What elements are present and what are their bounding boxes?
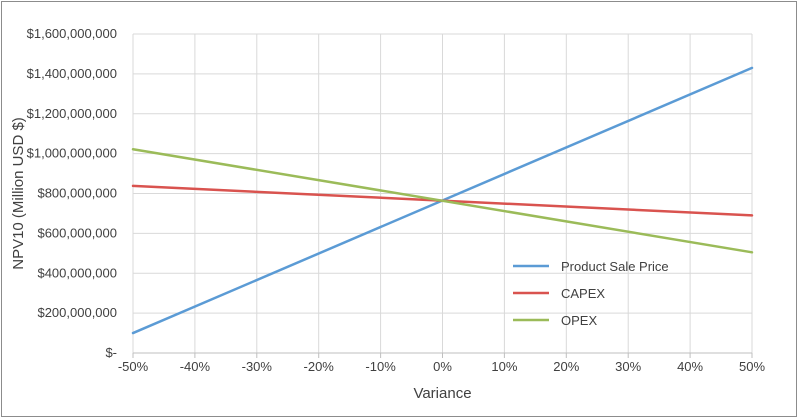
y-tick-label: $400,000,000: [37, 265, 117, 280]
y-tick-label: $1,600,000,000: [27, 26, 117, 41]
x-tick-label: 40%: [677, 359, 703, 374]
y-tick-label: $1,200,000,000: [27, 106, 117, 121]
x-tick-label: -20%: [304, 359, 335, 374]
y-axis-title: NPV10 (Million USD $): [10, 117, 27, 270]
y-tick-label: $1,000,000,000: [27, 146, 117, 161]
legend-label: CAPEX: [561, 286, 605, 301]
y-tick-label: $600,000,000: [37, 225, 117, 240]
x-tick-label: 50%: [739, 359, 765, 374]
series-line-opex: [131, 147, 754, 254]
y-tick-label: $200,000,000: [37, 305, 117, 320]
x-tick-label: 20%: [553, 359, 579, 374]
x-tick-label: 30%: [615, 359, 641, 374]
y-tick-label: $800,000,000: [37, 186, 117, 201]
legend: Product Sale Price CAPEX OPEX: [513, 259, 669, 328]
y-tick-label: $-: [105, 345, 117, 360]
x-tick-label: 10%: [491, 359, 517, 374]
series-lines: [131, 66, 754, 335]
gridlines: [132, 33, 753, 353]
x-tick-label: -40%: [180, 359, 211, 374]
y-tick-label: $1,400,000,000: [27, 66, 117, 81]
legend-label: OPEX: [561, 313, 597, 328]
x-tick-label: -10%: [365, 359, 396, 374]
x-tick-label: -30%: [242, 359, 273, 374]
tick-labels: $- $200,000,000 $400,000,000 $600,000,000 $8…: [27, 26, 766, 374]
legend-label: Product Sale Price: [561, 259, 669, 274]
x-tick-label: 0%: [433, 359, 452, 374]
x-tick-label: -50%: [118, 359, 149, 374]
axes: [132, 352, 753, 358]
x-axis-title: Variance: [413, 385, 471, 402]
